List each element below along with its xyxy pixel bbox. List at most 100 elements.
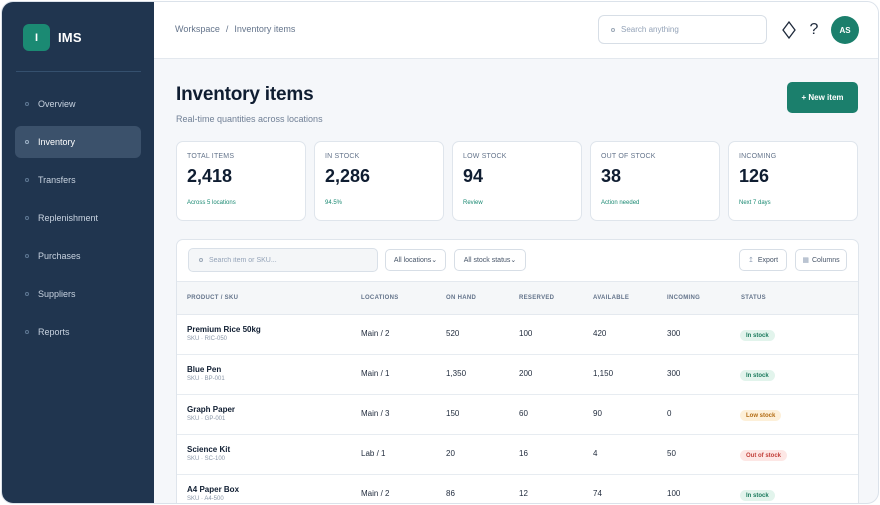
table-search-input[interactable] xyxy=(209,256,369,264)
product-name: Science Kit xyxy=(187,445,231,454)
table-row[interactable]: A4 Paper Box SKU · A4-500 Main / 2 86 12… xyxy=(177,475,858,503)
available-cell: 1,150 xyxy=(593,369,614,378)
sidebar-item-label: Replenishment xyxy=(38,213,99,223)
dot-icon xyxy=(25,330,29,334)
column-header[interactable]: ON HAND xyxy=(446,295,477,301)
reserved-cell: 16 xyxy=(519,449,528,458)
product-name: A4 Paper Box xyxy=(187,485,240,494)
page-title: Inventory items xyxy=(176,84,314,105)
dot-icon xyxy=(25,178,29,182)
sidebar-item-purchases[interactable]: Purchases xyxy=(15,240,141,272)
sidebar-item-suppliers[interactable]: Suppliers xyxy=(15,278,141,310)
stat-label: OUT OF STOCK xyxy=(601,153,656,160)
chevron-down-icon: ⌄ xyxy=(431,257,438,264)
inventory-table-card: All locations⌄ All stock status⌄ ↥Export… xyxy=(176,239,859,503)
column-header[interactable]: RESERVED xyxy=(519,295,555,301)
status-badge: Out of stock xyxy=(740,450,788,461)
stat-card-out-of-stock: OUT OF STOCK 38 Action needed xyxy=(590,141,720,221)
table-row[interactable]: Science Kit SKU · SC-100 Lab / 1 20 16 4… xyxy=(177,435,858,475)
help-icon[interactable]: ? xyxy=(809,21,819,38)
breadcrumb-workspace[interactable]: Workspace xyxy=(175,24,220,34)
table-row[interactable]: Blue Pen SKU · BP-001 Main / 1 1,350 200… xyxy=(177,355,858,395)
stat-note: Across 5 locations xyxy=(187,200,236,206)
brand[interactable]: I IMS xyxy=(23,24,82,51)
stat-label: INCOMING xyxy=(739,153,777,160)
location-filter[interactable]: All locations ⌄ xyxy=(385,249,446,271)
global-search[interactable] xyxy=(598,15,767,44)
status-filter-label: All stock status xyxy=(463,256,511,264)
column-header[interactable]: LOCATIONS xyxy=(361,295,399,301)
export-button[interactable]: ↥ Export xyxy=(739,249,787,271)
locations-cell: Main / 2 xyxy=(361,489,390,498)
status-filter[interactable]: All stock status ⌄ xyxy=(454,249,526,271)
global-search-input[interactable] xyxy=(621,25,751,34)
on-hand-cell: 150 xyxy=(446,409,460,418)
table-search[interactable] xyxy=(188,248,378,272)
stat-value: 2,286 xyxy=(325,166,371,186)
table-row[interactable]: Premium Rice 50kg SKU · RIC-050 Main / 2… xyxy=(177,315,858,355)
column-header[interactable]: PRODUCT / SKU xyxy=(187,295,239,301)
status-badge: In stock xyxy=(740,490,775,501)
incoming-cell: 50 xyxy=(667,449,676,458)
on-hand-cell: 20 xyxy=(446,449,455,458)
column-header[interactable]: STATUS xyxy=(741,295,766,301)
column-header[interactable]: INCOMING xyxy=(667,295,701,301)
locations-cell: Main / 3 xyxy=(361,409,390,418)
sidebar-item-transfers[interactable]: Transfers xyxy=(15,164,141,196)
table-row[interactable]: Graph Paper SKU · GP-001 Main / 3 150 60… xyxy=(177,395,858,435)
product-name: Blue Pen xyxy=(187,365,222,374)
sidebar-item-label: Transfers xyxy=(38,175,76,185)
breadcrumb-separator: / xyxy=(225,24,229,34)
reserved-cell: 200 xyxy=(519,369,533,378)
sidebar-item-replenishment[interactable]: Replenishment xyxy=(15,202,141,234)
sidebar-item-inventory[interactable]: Inventory xyxy=(15,126,141,158)
locations-cell: Lab / 1 xyxy=(361,449,386,458)
on-hand-cell: 520 xyxy=(446,329,460,338)
product-sku: SKU · RIC-050 xyxy=(187,336,228,342)
product-name: Graph Paper xyxy=(187,405,236,414)
incoming-cell: 300 xyxy=(667,369,681,378)
stat-card-in-stock: IN STOCK 2,286 94.5% xyxy=(314,141,444,221)
locations-cell: Main / 1 xyxy=(361,369,390,378)
topbar: Workspace / Inventory items ? AS xyxy=(154,2,878,59)
dot-icon xyxy=(25,140,29,144)
stat-label: IN STOCK xyxy=(325,153,360,160)
stat-value: 126 xyxy=(739,166,770,186)
status-badge: In stock xyxy=(740,370,775,381)
available-cell: 90 xyxy=(593,409,602,418)
sidebar-item-reports[interactable]: Reports xyxy=(15,316,141,348)
stat-value: 38 xyxy=(601,166,622,186)
reserved-cell: 60 xyxy=(519,409,528,418)
columns-label: Columns xyxy=(812,256,840,264)
sidebar-item-overview[interactable]: Overview xyxy=(15,88,141,120)
stat-label: LOW STOCK xyxy=(463,153,507,160)
page-subtitle: Real-time quantities across locations xyxy=(176,114,323,124)
incoming-cell: 0 xyxy=(667,409,672,418)
location-filter-label: All locations xyxy=(393,256,432,264)
search-icon xyxy=(199,258,203,262)
available-cell: 74 xyxy=(593,489,602,498)
diamond-icon[interactable] xyxy=(779,18,799,42)
stats-row: TOTAL ITEMS 2,418 Across 5 locations IN … xyxy=(176,141,858,221)
stat-card-total: TOTAL ITEMS 2,418 Across 5 locations xyxy=(176,141,306,221)
sidebar-divider xyxy=(16,71,141,72)
incoming-cell: 300 xyxy=(667,329,681,338)
sidebar: I IMS Overview Inventory Transfers Reple… xyxy=(2,2,154,503)
table-header: PRODUCT / SKU LOCATIONS ON HAND RESERVED… xyxy=(177,281,858,315)
stat-note: Next 7 days xyxy=(739,200,771,206)
dot-icon xyxy=(25,254,29,258)
dot-icon xyxy=(25,102,29,106)
stat-card-low-stock: LOW STOCK 94 Review xyxy=(452,141,582,221)
product-sku: SKU · BP-001 xyxy=(187,376,225,382)
columns-button[interactable]: ▦ Columns xyxy=(795,249,847,271)
chevron-down-icon: ⌄ xyxy=(510,257,517,264)
new-item-button[interactable]: + New item xyxy=(787,82,858,113)
product-sku: SKU · A4-500 xyxy=(187,496,224,502)
locations-cell: Main / 2 xyxy=(361,329,390,338)
stat-label: TOTAL ITEMS xyxy=(187,153,235,160)
avatar[interactable]: AS xyxy=(831,16,859,44)
export-icon: ↥ xyxy=(747,257,754,264)
column-header[interactable]: AVAILABLE xyxy=(593,295,630,301)
stat-value: 2,418 xyxy=(187,166,233,186)
